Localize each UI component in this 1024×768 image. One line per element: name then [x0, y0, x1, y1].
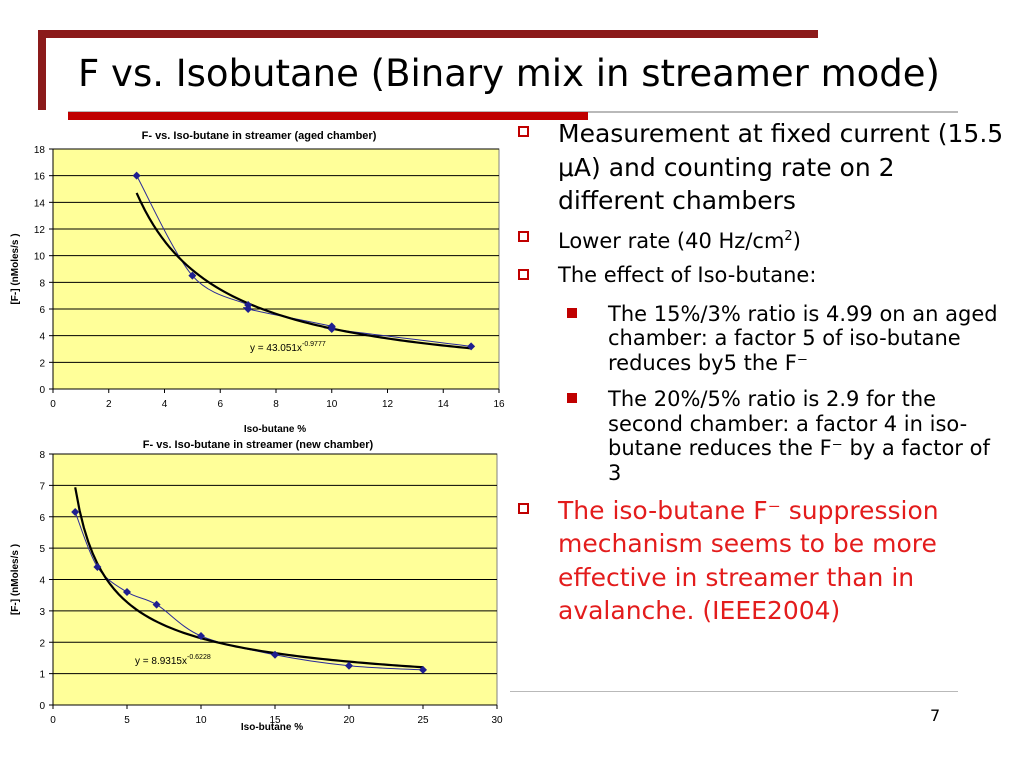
data-point	[71, 508, 80, 517]
y-tick-label: 3	[39, 607, 45, 618]
chart-title: F- vs. Iso-butane in streamer (aged cham…	[142, 130, 377, 142]
y-axis-label: [F-] (nMoles/s )	[10, 544, 21, 615]
y-axis-label: [F-] (nMoles/s )	[10, 233, 21, 304]
data-point	[244, 305, 253, 313]
trendline-equation-exponent: -0.9777	[302, 341, 326, 348]
data-point	[327, 325, 336, 333]
chart-aged-chamber: 0 2 4 6 8 10 12 14 16 18 0 2 4 6 8 10 12 14 16 F- vs. Iso-b…	[10, 130, 505, 435]
y-tick-label: 7	[39, 481, 45, 492]
bullet-list: Measurement at fixed current (15.5 μA) a…	[505, 117, 1005, 631]
x-axis-label: Iso-butane %	[244, 424, 306, 435]
x-tick-label: 6	[217, 399, 223, 410]
x-tick-label: 10	[195, 715, 207, 726]
hollow-square-bullet-icon	[518, 502, 529, 514]
x-tick-label: 25	[417, 715, 429, 726]
y-tick-label: 0	[39, 701, 45, 712]
filled-square-bullet-icon	[567, 393, 577, 404]
y-tick-label: 5	[39, 544, 45, 555]
data-point	[345, 661, 353, 670]
y-tick-label: 2	[39, 358, 45, 369]
x-tick-label: 14	[438, 399, 450, 410]
y-tick-label: 1	[39, 670, 45, 681]
hollow-square-bullet-icon	[518, 268, 529, 280]
trendline	[74, 487, 424, 669]
trendline-equation-exponent: -0.6228	[187, 654, 211, 661]
page-number: 7	[930, 706, 941, 725]
sub-bullet-item: The 20%/5% ratio is 2.9 for the second c…	[505, 387, 1005, 485]
bullet-item: The effect of Iso-butane:	[505, 260, 1005, 290]
bullet-item: Lower rate (40 Hz/cm2)	[505, 222, 1005, 256]
y-tick-label: 6	[39, 305, 45, 316]
chart-title: F- vs. Iso-butane in streamer (new chamb…	[143, 439, 374, 451]
y-tick-label: 4	[39, 332, 45, 343]
title-accent-bar	[68, 112, 588, 120]
filled-square-bullet-icon	[567, 307, 577, 318]
hollow-square-bullet-icon	[518, 126, 529, 137]
sub-bullet-text: The 20%/5% ratio is 2.9 for the second c…	[608, 387, 990, 486]
y-tick-label: 8	[39, 450, 45, 461]
slide-title: F vs. Isobutane (Binary mix in streamer …	[78, 52, 940, 95]
data-point	[419, 665, 427, 674]
x-tick-label: 20	[343, 715, 355, 726]
slide-frame-top-bar	[38, 30, 818, 38]
y-tick-label: 8	[39, 278, 45, 289]
bullet-text: Lower rate (40 Hz/cm	[558, 228, 785, 253]
x-tick-label: 12	[382, 399, 394, 410]
data-point	[467, 342, 476, 351]
bullet-superscript: 2	[784, 228, 793, 244]
x-tick-label: 2	[106, 399, 112, 410]
sub-bullet-text: The 15%/3% ratio is 4.99 on an aged cham…	[608, 301, 998, 375]
data-point	[188, 271, 197, 280]
y-tick-label: 14	[34, 198, 46, 209]
data-point	[132, 171, 141, 180]
bullet-text: Measurement at fixed current (15.5 μA) a…	[558, 119, 1004, 215]
bullet-text: The effect of Iso-butane:	[558, 262, 817, 287]
data-point	[93, 562, 102, 571]
data-point	[152, 600, 161, 609]
hollow-square-bullet-icon	[518, 230, 529, 242]
y-tick-label: 6	[39, 513, 45, 524]
y-tick-label: 10	[34, 252, 46, 263]
plot-area	[52, 148, 500, 390]
footer-divider	[510, 691, 958, 692]
y-tick-label: 4	[39, 576, 45, 587]
x-axis-label: Iso-butane %	[241, 722, 303, 733]
x-tick-label: 0	[50, 715, 56, 726]
y-tick-label: 2	[39, 638, 45, 649]
x-tick-label: 30	[491, 715, 503, 726]
data-point	[123, 588, 131, 597]
x-tick-label: 10	[326, 399, 338, 410]
chart-new-chamber: 0 1 2 3 4 5 6 7 8 0 5 10 15 20 25 30 F- vs. Iso-butane i…	[10, 439, 503, 733]
y-tick-label: 0	[39, 385, 45, 396]
y-tick-label: 18	[34, 145, 46, 156]
x-tick-label: 16	[493, 399, 505, 410]
data-point	[197, 631, 205, 640]
data-point	[271, 650, 279, 659]
sub-bullet-item: The 15%/3% ratio is 4.99 on an aged cham…	[505, 302, 1005, 376]
conclusion-text: The iso-butane F⁻ suppression mechanism …	[558, 495, 939, 626]
x-tick-label: 5	[124, 715, 130, 726]
x-tick-label: 4	[162, 399, 168, 410]
x-tick-label: 15	[269, 715, 281, 726]
bullet-text-after: )	[792, 228, 801, 253]
conclusion-bullet: The iso-butane F⁻ suppression mechanism …	[505, 494, 1005, 628]
trendline	[135, 192, 472, 350]
y-tick-label: 16	[34, 172, 46, 183]
x-tick-label: 8	[273, 399, 279, 410]
y-tick-label: 12	[34, 225, 46, 236]
x-tick-label: 0	[50, 399, 56, 410]
bullet-item: Measurement at fixed current (15.5 μA) a…	[505, 117, 1005, 218]
slide-frame-vertical-bar	[38, 30, 46, 110]
